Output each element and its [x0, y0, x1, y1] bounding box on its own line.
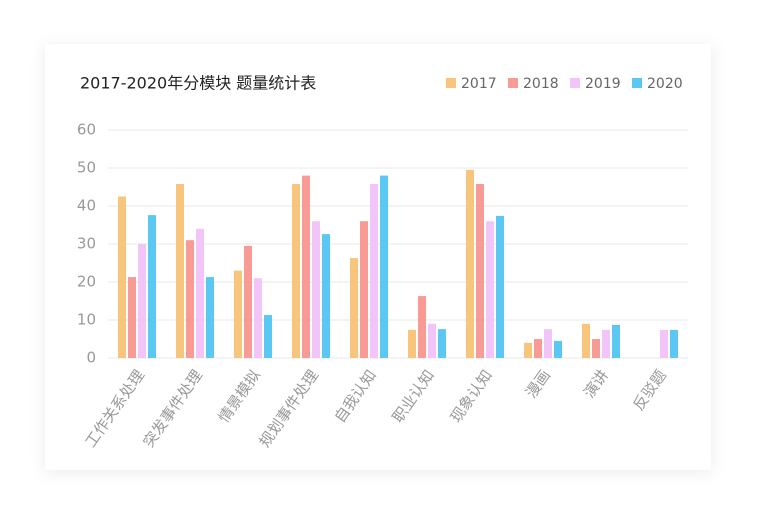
bar: [206, 277, 214, 358]
bar: [370, 183, 378, 358]
bar: [476, 183, 484, 358]
bar: [660, 329, 668, 358]
bar: [524, 342, 532, 358]
chart-title: 2017-2020年分模块 题量统计表: [80, 74, 316, 93]
legend-swatch: [632, 78, 642, 88]
bar: [128, 277, 136, 358]
y-tick-label: 0: [86, 349, 96, 367]
bar: [466, 169, 474, 358]
bar: [196, 228, 204, 358]
y-tick-label: 50: [77, 159, 96, 177]
bar: [534, 339, 542, 358]
bar: [312, 221, 320, 358]
legend-label: 2019: [585, 76, 621, 92]
bar: [612, 324, 620, 358]
bar: [544, 329, 552, 358]
y-tick-label: 30: [77, 235, 96, 253]
bar: [350, 258, 358, 358]
bar: [602, 329, 610, 358]
legend-swatch: [570, 78, 580, 88]
y-tick-label: 60: [77, 121, 96, 139]
bar: [186, 240, 194, 358]
bar: [148, 215, 156, 358]
bar: [438, 329, 446, 358]
bar: [264, 315, 272, 358]
bar: [592, 339, 600, 358]
legend-swatch: [508, 78, 518, 88]
bar: [360, 221, 368, 358]
legend-label: 2020: [647, 76, 683, 92]
bar: [554, 340, 562, 358]
bar: [254, 278, 262, 358]
legend-swatch: [446, 78, 456, 88]
bar: [234, 270, 242, 358]
bar: [670, 329, 678, 358]
bar: [292, 183, 300, 358]
bar: [486, 221, 494, 358]
bar: [302, 175, 310, 358]
bar: [408, 329, 416, 358]
bar: [428, 323, 436, 358]
legend-label: 2017: [461, 76, 497, 92]
y-tick-label: 10: [77, 311, 96, 329]
bar: [244, 245, 252, 358]
bar: [118, 196, 126, 358]
bar: [380, 175, 388, 358]
bar: [418, 296, 426, 358]
legend-label: 2018: [523, 76, 559, 92]
bar: [496, 215, 504, 358]
bar: [176, 183, 184, 358]
bar: [322, 234, 330, 358]
bar: [138, 244, 146, 358]
bar: [582, 323, 590, 358]
y-tick-label: 20: [77, 273, 96, 291]
y-tick-label: 40: [77, 197, 96, 215]
